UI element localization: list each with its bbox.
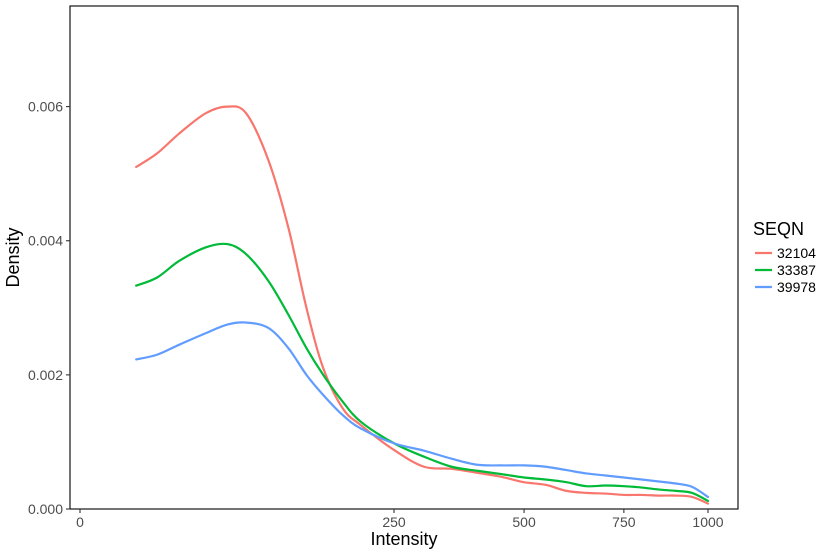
series-line-32104 — [135, 105, 710, 505]
y-tick-label: 0.002 — [28, 367, 63, 383]
y-tick-label: 0.004 — [28, 233, 63, 249]
series-line-33387 — [135, 242, 710, 503]
x-tick-label: 1000 — [692, 514, 723, 530]
y-axis-title: Density — [3, 227, 23, 287]
legend-title: SEQN — [753, 219, 804, 239]
legend-label-39978: 39978 — [777, 279, 816, 295]
x-tick-label: 250 — [382, 514, 406, 530]
plot-panel-border — [69, 5, 739, 510]
plot-marks — [135, 105, 710, 505]
x-tick-label: 500 — [512, 514, 536, 530]
y-axis: 0.000 0.002 0.004 0.006 — [28, 99, 70, 517]
y-tick-label: 0.000 — [28, 501, 63, 517]
y-tick-label: 0.006 — [28, 99, 63, 115]
x-axis: 0 250 500 750 1000 — [76, 509, 724, 530]
x-tick-label: 750 — [612, 514, 636, 530]
legend-label-32104: 32104 — [777, 245, 816, 261]
x-tick-label: 0 — [76, 514, 84, 530]
x-axis-title: Intensity — [370, 529, 437, 549]
legend-label-33387: 33387 — [777, 262, 816, 278]
series-line-39978 — [135, 321, 710, 499]
